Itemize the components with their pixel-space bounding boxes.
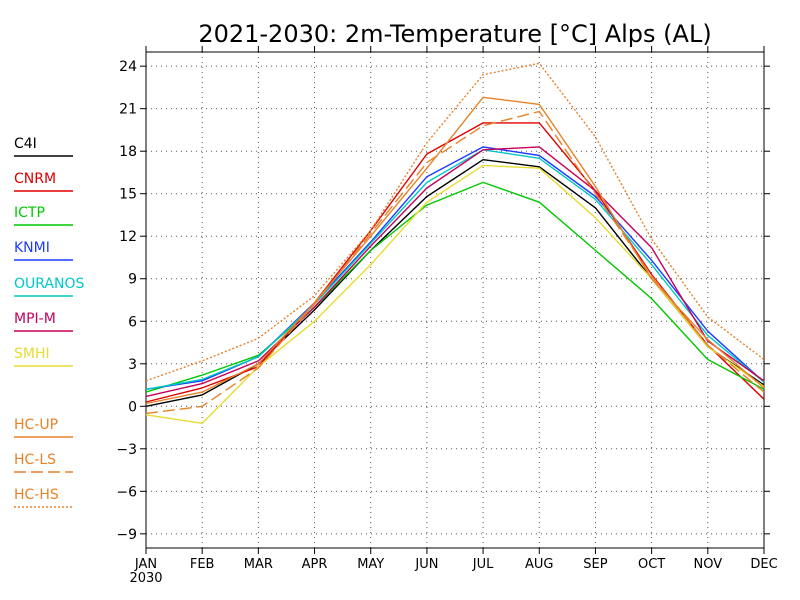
x-tick-label: JUN — [414, 557, 438, 572]
grid — [146, 52, 764, 548]
series-line-cnrm — [145, 122, 765, 403]
x-tick-label: AUG — [525, 557, 553, 572]
y-tick-label: 24 — [119, 59, 137, 75]
x-tick-label: NOV — [694, 557, 723, 572]
plot-frame — [145, 51, 765, 549]
y-tick-label: 9 — [128, 272, 137, 288]
legend-label-ictp: ICTP — [14, 205, 45, 221]
legend-label-hc-up: HC-UP — [14, 417, 58, 433]
x-tick-label: APR — [302, 557, 328, 572]
series-line-hc-up — [145, 96, 765, 405]
legend-label-ouranos: OURANOS — [14, 276, 84, 292]
x-tick-label: OCT — [638, 557, 665, 572]
series-lines — [145, 62, 765, 424]
chart-title: 2021-2030: 2m-Temperature [°C] Alps (AL) — [198, 20, 711, 48]
x-tick-label: MAR — [244, 557, 273, 572]
x-tick-label: FEB — [190, 557, 215, 572]
x-year-label: 2030 — [129, 571, 162, 586]
y-tick-label: −3 — [116, 442, 137, 458]
legend: C4I CNRM ICTP KNMI OURANOS MPI-M SMHI HC-UP HC-L… — [14, 136, 84, 508]
y-tick-label: −6 — [116, 484, 137, 500]
y-tick-label: 3 — [128, 357, 137, 373]
axis-ticks: 24 21 18 15 12 9 6 3 0 −3 −6 −9 JAN FEB MAR APR MAY JUN JU… — [116, 46, 778, 586]
y-tick-label: 21 — [119, 102, 137, 118]
legend-label-c4i: C4I — [14, 136, 37, 152]
series-line-hc-hs — [145, 62, 765, 382]
series-line-mpi-m — [145, 146, 765, 398]
x-tick-label: JUL — [472, 557, 494, 572]
series-line-ouranos — [145, 149, 765, 390]
x-tick-label: JAN — [134, 557, 157, 572]
series-line-ictp — [145, 181, 765, 393]
y-tick-label: 0 — [128, 399, 137, 415]
legend-label-smhi: SMHI — [14, 346, 50, 362]
series-line-smhi — [145, 164, 765, 424]
legend-label-hc-ls: HC-LS — [14, 452, 56, 468]
y-tick-label: 18 — [119, 144, 137, 160]
y-tick-label: 15 — [119, 187, 137, 203]
series-line-hc-ls — [145, 110, 765, 415]
x-tick-label: SEP — [583, 557, 607, 572]
y-tick-label: 12 — [119, 229, 137, 245]
y-tick-label: 6 — [128, 314, 137, 330]
legend-label-knmi: KNMI — [14, 240, 50, 256]
x-tick-label: MAY — [357, 557, 384, 572]
x-tick-label: DEC — [750, 557, 777, 572]
legend-label-mpi-m: MPI-M — [14, 311, 56, 327]
legend-label-cnrm: CNRM — [14, 171, 56, 187]
y-tick-label: −9 — [116, 527, 137, 543]
legend-label-hc-hs: HC-HS — [14, 487, 59, 503]
